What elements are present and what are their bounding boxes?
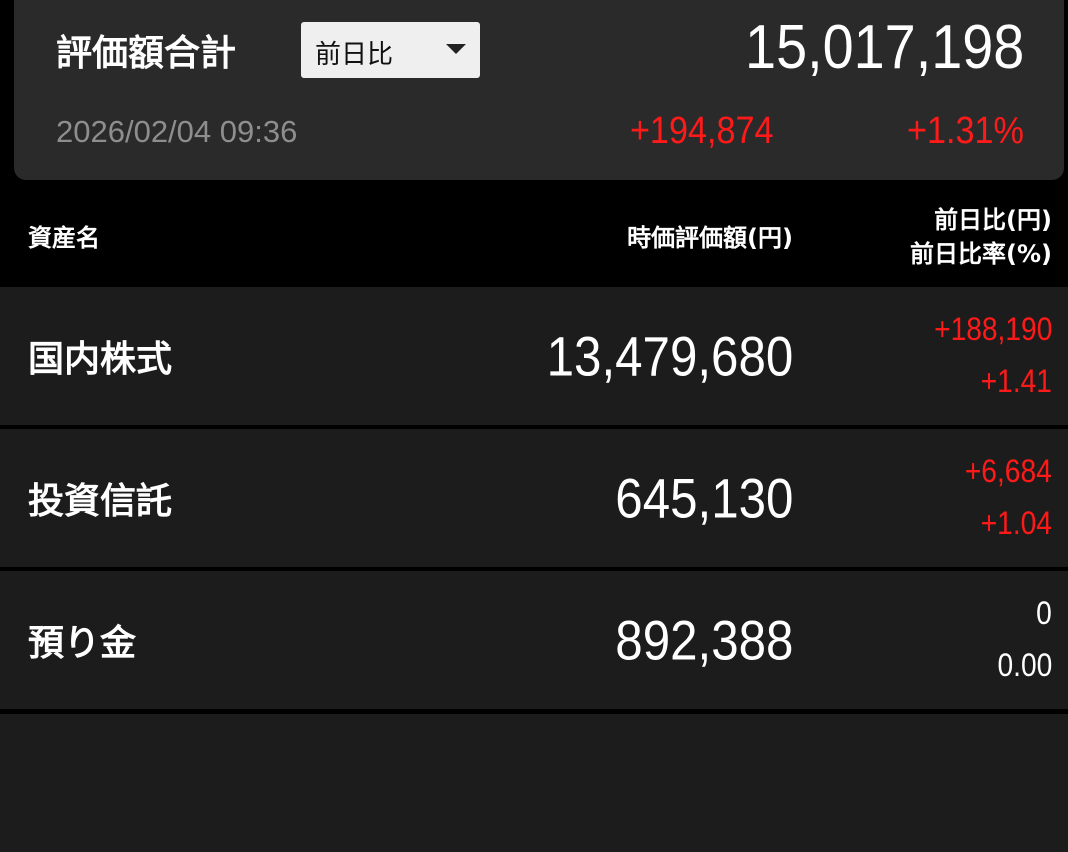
table-row[interactable]: 預り金 892,388 0 0.00 xyxy=(0,571,1068,709)
timestamp: 2026/02/04 09:36 xyxy=(56,114,298,149)
asset-change: +188,190 xyxy=(933,311,1052,347)
table-row[interactable]: 投資信託 645,130 +6,684 +1.04 xyxy=(0,429,1068,567)
asset-value: 892,388 xyxy=(614,608,793,672)
total-change: +194,874 xyxy=(630,110,774,152)
asset-name: 投資信託 xyxy=(28,481,173,522)
asset-change: +6,684 xyxy=(965,453,1052,489)
asset-value: 13,479,680 xyxy=(546,324,793,388)
header-change-pct: 前日比率(%) xyxy=(910,240,1052,268)
compare-select[interactable]: 前日比 xyxy=(301,22,480,78)
table-row[interactable]: 国内株式 13,479,680 +188,190 +1.41 xyxy=(0,287,1068,425)
asset-change-pct: +1.41 xyxy=(980,363,1052,399)
total-value: 15,017,198 xyxy=(744,13,1024,82)
summary-card: 評価額合計 前日比 15,017,198 2026/02/04 09:36 +1… xyxy=(14,0,1064,180)
dropdown-arrow-icon xyxy=(446,44,466,54)
asset-change-pct: +1.04 xyxy=(980,505,1052,541)
asset-change-pct: 0.00 xyxy=(997,647,1052,683)
table-row-partial xyxy=(0,714,1068,852)
summary-title: 評価額合計 xyxy=(56,33,237,74)
asset-value: 645,130 xyxy=(614,466,793,530)
header-asset-name: 資産名 xyxy=(28,224,100,252)
total-change-pct: +1.31% xyxy=(907,110,1024,152)
table-header: 資産名 時価評価額(円) 前日比(円) 前日比率(%) xyxy=(0,180,1068,285)
asset-name: 国内株式 xyxy=(28,339,173,380)
header-change-yen: 前日比(円) xyxy=(934,206,1052,234)
asset-name: 預り金 xyxy=(28,623,137,664)
compare-select-value: 前日比 xyxy=(315,40,394,70)
header-market-value: 時価評価額(円) xyxy=(627,224,793,252)
asset-change: 0 xyxy=(1036,595,1052,631)
